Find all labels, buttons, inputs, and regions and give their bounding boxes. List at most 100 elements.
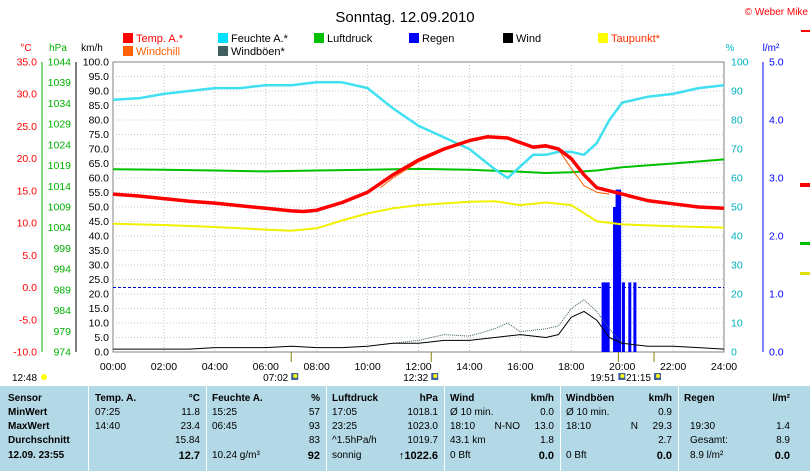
header-rain: Regen [684, 393, 715, 404]
wind-tick-label: 70.0 [89, 144, 110, 156]
wind-tick-label: 60.0 [89, 173, 110, 185]
temp-tick-label: 5.0 [22, 250, 37, 262]
stats-cell-wind-dir: N-NO [494, 421, 520, 432]
stats-cell-wind-val: 0.0 [540, 407, 554, 418]
temp-tick-label: 10.0 [17, 218, 38, 230]
wind-tick-label: 95.0 [89, 71, 110, 83]
pressure-tick-label: 999 [53, 243, 71, 255]
temp-edge-indicator [800, 183, 810, 187]
x-tick-label: 22:00 [660, 361, 686, 373]
stats-cell-wind-val: 0.0 [538, 450, 554, 462]
x-tick-label: 10:00 [354, 361, 380, 373]
pressure-tick-label: 1004 [48, 222, 72, 234]
temp-tick-label: 20.0 [17, 153, 38, 165]
series-line [392, 299, 623, 344]
rain-bar [606, 282, 610, 352]
stats-cell-temp-val: 11.8 [181, 407, 200, 418]
wind-tick-label: 30.0 [89, 260, 110, 272]
stats-cell-temp-time: 07:25 [95, 407, 121, 418]
legend-swatch [598, 33, 608, 43]
pressure-tick-label: 1034 [48, 98, 72, 110]
rain-tick-label: 5.0 [769, 57, 784, 69]
legend-label: Taupunkt* [611, 33, 661, 45]
stats-cell-wind-time: 0 Bft [450, 450, 471, 461]
humidity-tick-label: 50 [731, 202, 743, 214]
wind-tick-label: 55.0 [89, 187, 110, 199]
header-gust-unit: km/h [648, 393, 672, 404]
stats-cell-rain-val: 0.0 [774, 450, 790, 462]
legend-swatch [218, 46, 228, 56]
header-humidity-unit: % [311, 393, 320, 404]
col-separator [444, 386, 445, 471]
stats-cell-press-val: 1019.7 [407, 435, 438, 446]
legend-label: Luftdruck [327, 33, 373, 45]
right-edge-indicators [800, 30, 810, 275]
y-axes: 35.0 30.0 25.0 20.0 15.0 10.0 5.0 0.0 -5.0 -10.0 1… [13, 57, 784, 359]
stats-cell-gust-time: 0 Bft [566, 450, 587, 461]
wind-tick-label: 10.0 [89, 318, 110, 330]
stats-cell-hum-val: 93 [308, 421, 320, 432]
sun-dot [433, 374, 438, 378]
stats-cell-hum-time: 06:45 [212, 421, 238, 432]
legend-label: Wind [516, 33, 541, 45]
stats-cell-gust-val: 29.3 [652, 421, 672, 432]
temp-tick-label: 15.0 [17, 185, 38, 197]
col-separator [560, 386, 561, 471]
stats-cell-temp-val: 15.84 [174, 435, 200, 446]
stats-cell-wind-time: 43.1 km [450, 435, 486, 446]
rain-bar [618, 189, 622, 352]
col-separator [678, 386, 679, 471]
x-tick-label: 04:00 [202, 361, 228, 373]
humidity-tick-label: 70 [731, 144, 743, 156]
stats-cell-gust-dir: N [630, 421, 638, 432]
rain-tick-label: 2.0 [769, 231, 784, 243]
sun-dot [293, 374, 298, 378]
temp-tick-label: 0.0 [22, 282, 37, 294]
marker-label: 12:32 [403, 373, 428, 384]
pressure-tick-label: 979 [53, 326, 71, 338]
stats-cell-temp-val: 23.4 [180, 421, 200, 432]
temp-tick-label: 30.0 [17, 89, 38, 101]
header-sensor: Sensor [8, 393, 42, 404]
x-tick-label: 08:00 [304, 361, 330, 373]
stats-cell-press-val: 1018.1 [407, 407, 438, 418]
edge-indicator-top [801, 30, 810, 32]
stats-cell-wind-val: 13.0 [534, 421, 554, 432]
legend-label: Windchill [136, 46, 180, 58]
humidity-tick-label: 30 [731, 260, 743, 272]
col-separator [206, 386, 207, 471]
legend-label: Regen [422, 33, 454, 45]
humidity-tick-label: 80 [731, 115, 743, 127]
x-tick-label: 20:00 [609, 361, 635, 373]
time-markers: 12:48 07:02 12:32 19:51 21:15 [12, 352, 661, 384]
rain-tick-label: 0.0 [769, 347, 784, 359]
temp-tick-label: -5.0 [19, 314, 37, 326]
legend-swatch [123, 33, 133, 43]
legend-label: Temp. A.* [136, 33, 184, 45]
rain-tick-label: 3.0 [769, 173, 784, 185]
stats-cell-label: MinWert [8, 407, 48, 418]
watermark: © Weber Mike [745, 7, 809, 18]
sun-dot [655, 374, 660, 378]
header-wind-unit: km/h [530, 393, 554, 404]
stats-cell-label: Durchschnitt [8, 435, 70, 446]
pressure-tick-label: 974 [53, 347, 71, 359]
chart-title: Sonntag. 12.09.2010 [335, 9, 474, 26]
stats-cell-press-time: 23:25 [332, 421, 358, 432]
stats-cell-label: 12.09. 23:55 [8, 450, 65, 461]
wind-tick-label: 5.0 [94, 332, 109, 344]
stats-cell-gust-time: Ø 10 min. [566, 407, 610, 418]
stats-cell-gust-val: 0.0 [656, 450, 672, 462]
series-line [112, 200, 725, 232]
header-humidity: Feuchte A. [212, 393, 263, 404]
series-line [112, 81, 725, 180]
humidity-tick-label: 100 [731, 57, 749, 69]
stats-cell-rain-val: 1.4 [776, 421, 790, 432]
temp-tick-label: 35.0 [17, 57, 38, 69]
wind-tick-label: 80.0 [89, 115, 110, 127]
wind-tick-label: 40.0 [89, 231, 110, 243]
col-separator [88, 386, 89, 471]
wind-tick-label: 35.0 [89, 245, 110, 257]
temp-axis-unit: °C [20, 43, 31, 54]
marker-label: 07:02 [263, 373, 288, 384]
